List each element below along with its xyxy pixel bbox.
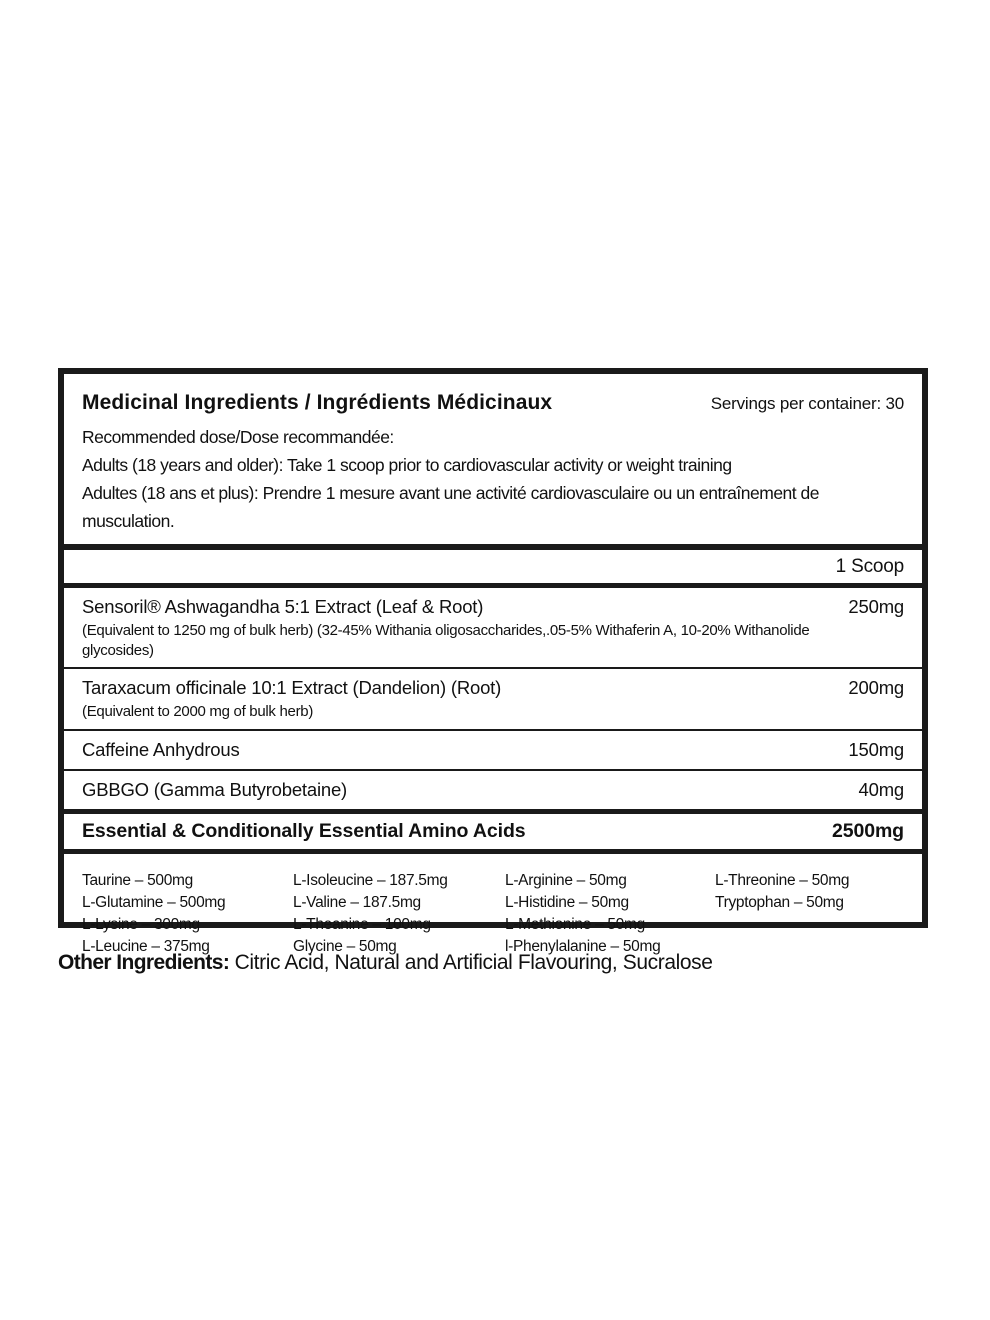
ingredient-name: Sensoril® Ashwagandha 5:1 Extract (Leaf … — [82, 596, 484, 617]
ingredient-amount: 40mg — [858, 778, 905, 800]
ingredient-note: (Equivalent to 2000 mg of bulk herb) — [82, 703, 314, 720]
divider-line — [64, 667, 922, 669]
divider-line — [64, 768, 922, 771]
amino-column: L-Arginine – 50mg L-Histidine – 50mg L-M… — [505, 870, 715, 958]
amino-item: Glycine – 50mg — [293, 937, 397, 955]
amino-item: L-Arginine – 50mg — [505, 871, 627, 889]
other-ingredients-text: Citric Acid, Natural and Artificial Flav… — [229, 951, 713, 974]
amino-item: L-Valine – 187.5mg — [293, 893, 421, 911]
amino-item: l-Phenylalanine – 50mg — [505, 937, 661, 955]
ingredient-amount: 250mg — [848, 596, 904, 617]
amino-item: L-Isoleucine – 187.5mg — [293, 871, 448, 889]
servings-per-container: Servings per container: 30 — [710, 394, 904, 413]
amino-acids-grid: Taurine – 500mg L-Glutamine – 500mg L-Ly… — [82, 870, 904, 958]
ingredient-amount: 200mg — [848, 677, 904, 698]
amino-item: L-Methionine – 50mg — [505, 915, 645, 933]
ingredient-row: Taraxacum officinale 10:1 Extract (Dande… — [64, 669, 922, 729]
ingredient-amount: 150mg — [848, 738, 904, 760]
amino-item: L-Glutamine – 500mg — [82, 893, 226, 911]
dose-heading: Recommended dose/Dose recommandée: — [82, 427, 394, 447]
amino-item: L-Leucine – 375mg — [82, 937, 210, 955]
divider-bar — [64, 848, 922, 854]
divider-line — [64, 728, 922, 731]
recommended-dose-block: Recommended dose/Dose recommandée: Adult… — [82, 423, 904, 535]
amino-column: L-Threonine – 50mg Tryptophan – 50mg — [715, 870, 904, 958]
panel-header: Medicinal Ingredients / Ingrédients Médi… — [82, 391, 904, 415]
amino-column: L-Isoleucine – 187.5mg L-Valine – 187.5m… — [293, 870, 505, 958]
amino-item: Tryptophan – 50mg — [715, 893, 844, 911]
ingredient-row: Caffeine Anhydrous 150mg — [64, 731, 922, 769]
amino-item: L-Histidine – 50mg — [505, 893, 629, 911]
divider-bar — [64, 583, 922, 588]
amino-column: Taurine – 500mg L-Glutamine – 500mg L-Ly… — [82, 870, 293, 958]
amino-item: L-Theanine – 100mg — [293, 915, 431, 933]
amino-acids-header: Essential & Conditionally Essential Amin… — [64, 814, 922, 849]
divider-bar — [64, 808, 922, 814]
other-ingredients-label: Other Ingredients: — [58, 951, 230, 974]
ingredient-row: Sensoril® Ashwagandha 5:1 Extract (Leaf … — [64, 588, 922, 667]
dose-line-english: Adults (18 years and older): Take 1 scoo… — [82, 455, 732, 475]
ingredient-note: (Equivalent to 1250 mg of bulk herb) (32… — [82, 622, 810, 659]
scoop-column-header: 1 Scoop — [835, 556, 905, 577]
ingredient-name: GBBGO (Gamma Butyrobetaine) — [82, 778, 347, 800]
amino-item: L-Threonine – 50mg — [715, 871, 850, 889]
other-ingredients-line: Other Ingredients: Citric Acid, Natural … — [58, 951, 938, 975]
panel-title: Medicinal Ingredients / Ingrédients Médi… — [82, 391, 553, 414]
medicinal-ingredients-panel: Medicinal Ingredients / Ingrédients Médi… — [58, 368, 928, 955]
ingredient-name: Caffeine Anhydrous — [82, 738, 240, 760]
divider-bar — [64, 544, 922, 550]
amino-total-amount: 2500mg — [831, 819, 904, 842]
ingredient-name: Taraxacum officinale 10:1 Extract (Dande… — [82, 677, 502, 698]
amino-item: Taurine – 500mg — [82, 871, 193, 889]
dose-line-french: Adultes (18 ans et plus): Prendre 1 mesu… — [82, 483, 819, 531]
amino-item: L-Lysine – 300mg — [82, 915, 200, 933]
ingredient-row: GBBGO (Gamma Butyrobetaine) 40mg — [64, 771, 922, 809]
amino-heading: Essential & Conditionally Essential Amin… — [82, 819, 526, 842]
